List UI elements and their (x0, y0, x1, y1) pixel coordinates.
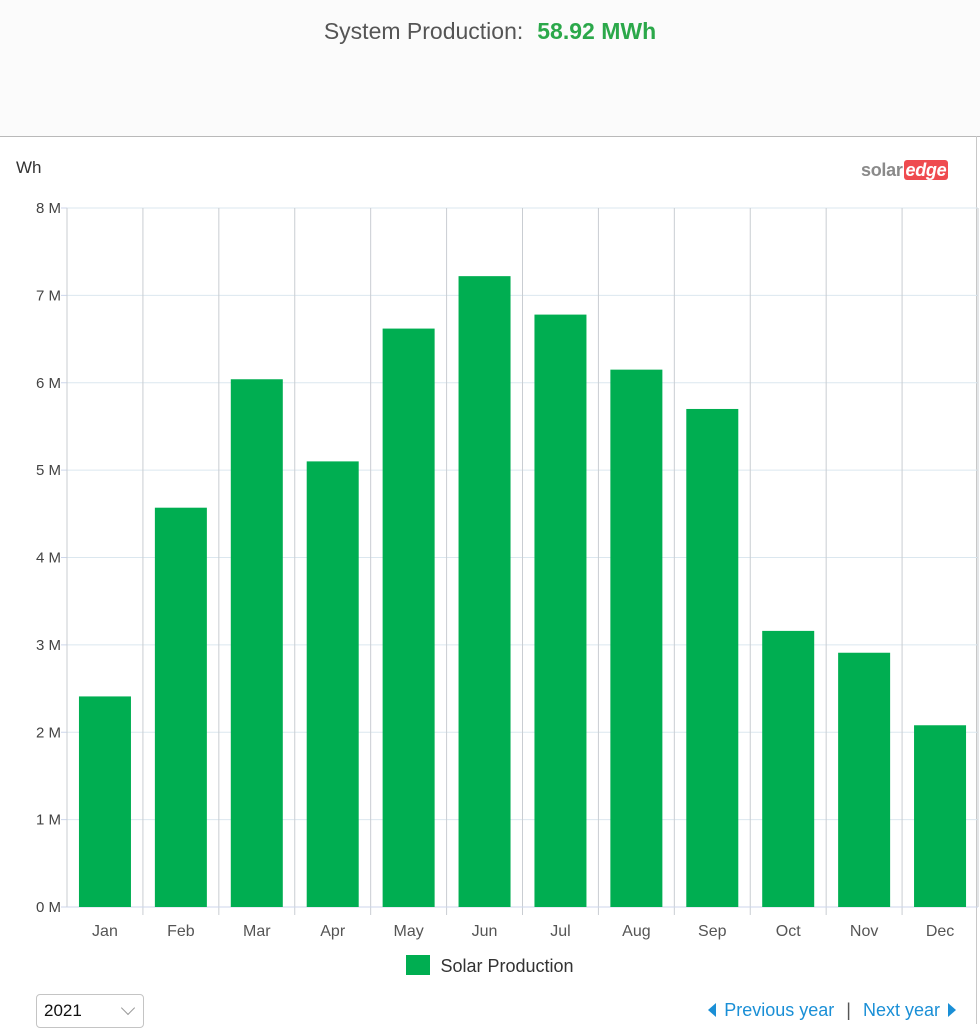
panel-border (976, 136, 977, 1024)
bar-dec (914, 725, 967, 907)
header: System Production: 58.92 MWh (0, 0, 980, 137)
y-tick-label: 6 M (36, 375, 61, 392)
chart-grid (61, 207, 979, 915)
chevron-down-icon (120, 1000, 136, 1016)
x-tick-label: Jan (92, 923, 118, 940)
y-tick-label: 1 M (36, 812, 61, 829)
x-tick-label: Sep (698, 923, 727, 940)
x-tick-label: Jun (472, 923, 498, 940)
logo-part-edge: edge (903, 160, 949, 180)
bar-aug (610, 369, 663, 907)
x-tick-label: Oct (776, 923, 801, 940)
y-tick-label: 5 M (36, 462, 61, 479)
bar-apr (306, 461, 359, 907)
x-tick-label: Apr (320, 923, 346, 940)
legend-swatch (406, 955, 431, 975)
solaredge-logo: solar edge (861, 160, 949, 181)
x-tick-label: Jul (550, 923, 570, 940)
legend-label: Solar Production (440, 956, 574, 976)
arrow-right-icon (948, 1003, 956, 1017)
next-year-label: Next year (862, 1000, 940, 1020)
system-production-summary: System Production: 58.92 MWh (0, 18, 980, 45)
previous-year-label: Previous year (724, 1000, 835, 1020)
x-axis-ticks: Jan Feb Mar Apr May Jun Jul Aug Sep Oct Nov Dec (92, 923, 954, 940)
y-tick-label: 2 M (36, 724, 61, 741)
x-tick-label: May (394, 923, 424, 940)
x-tick-label: Mar (243, 923, 271, 940)
bar-may (382, 328, 435, 907)
logo-part-solar: solar (861, 160, 903, 180)
system-production-label: System Production: (323, 18, 524, 44)
x-tick-label: Feb (167, 923, 195, 940)
x-tick-label: Dec (926, 923, 954, 940)
y-tick-label: 0 M (36, 899, 61, 916)
x-tick-label: Aug (622, 923, 650, 940)
y-axis-unit: Wh (16, 158, 42, 177)
bar-oct (762, 630, 815, 907)
bar-feb (154, 507, 207, 907)
year-navigation: Previous year | Next year (708, 1000, 956, 1021)
production-bar-chart: 0 M 1 M 2 M 3 M 4 M 5 M 6 M 7 M 8 M Jan Feb Mar Apr… (36, 200, 979, 940)
chart-legend[interactable]: Solar Production (0, 955, 980, 977)
y-tick-label: 3 M (36, 637, 61, 654)
previous-year-link[interactable]: Previous year (708, 1000, 834, 1020)
bar-sep (686, 408, 739, 907)
bar-jul (534, 314, 587, 907)
y-tick-label: 8 M (36, 200, 61, 217)
year-select[interactable]: 2021 (36, 994, 144, 1028)
x-tick-label: Nov (850, 923, 878, 940)
y-tick-label: 4 M (36, 550, 61, 567)
arrow-left-icon (708, 1003, 717, 1017)
bar-jun (458, 276, 511, 908)
bar-nov (838, 652, 891, 907)
bar-jan (78, 696, 131, 907)
system-production-value: 58.92 MWh (537, 18, 657, 44)
next-year-link[interactable]: Next year (863, 1000, 956, 1020)
y-tick-label: 7 M (36, 287, 61, 304)
year-select-value: 2021 (44, 1001, 82, 1020)
bar-mar (230, 379, 283, 907)
nav-separator: | (846, 1000, 851, 1020)
chart-bars (78, 276, 967, 908)
y-axis-ticks: 0 M 1 M 2 M 3 M 4 M 5 M 6 M 7 M 8 M (36, 200, 61, 916)
